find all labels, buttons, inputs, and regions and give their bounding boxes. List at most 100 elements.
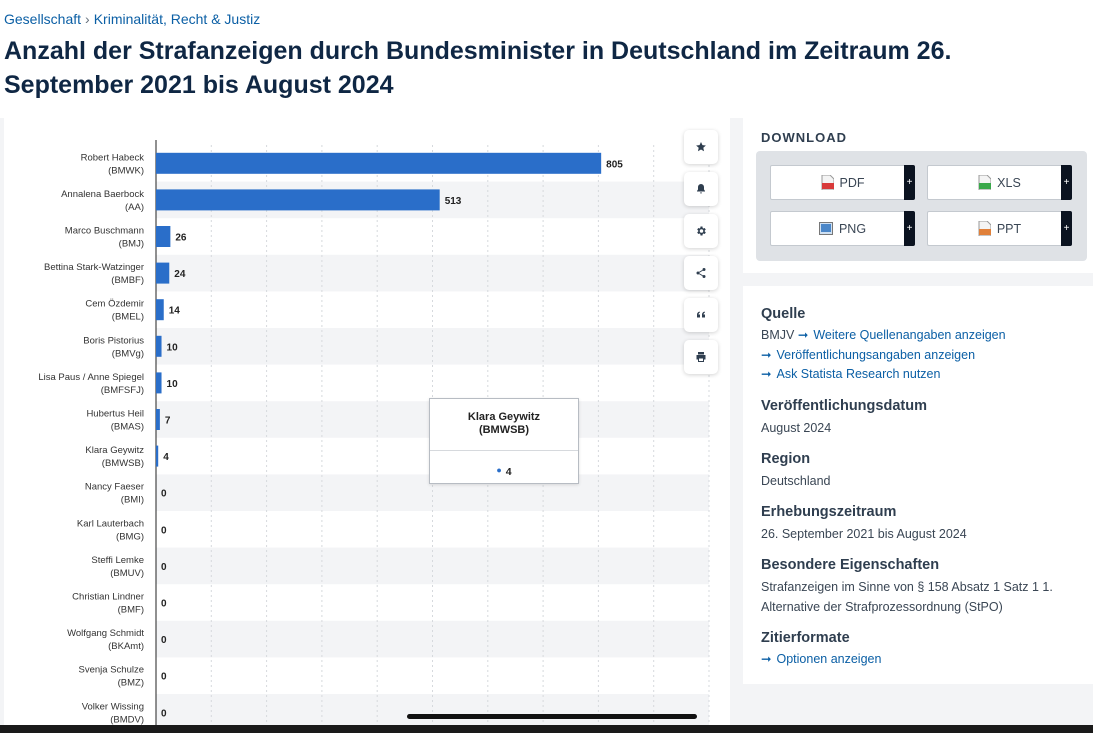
category-label: Svenja Schulze (BMZ) bbox=[79, 665, 144, 689]
category-label: Lisa Paus / Anne Spiegel (BMFSFJ) bbox=[38, 372, 144, 396]
arrow-right-icon: ➞ bbox=[761, 651, 772, 666]
data-label: 7 bbox=[165, 416, 171, 427]
download-pdf-button[interactable]: PDF + bbox=[770, 165, 915, 200]
page-title: Anzahl der Strafanzeigen durch Bundesmin… bbox=[4, 37, 952, 99]
arrow-right-icon: ➞ bbox=[761, 347, 772, 362]
bar[interactable] bbox=[156, 445, 159, 467]
data-label: 0 bbox=[161, 708, 167, 719]
data-label: 513 bbox=[445, 196, 462, 207]
category-label: Marco Buschmann (BMJ) bbox=[65, 226, 144, 250]
data-label: 0 bbox=[161, 672, 167, 683]
tooltip-value: 4 bbox=[505, 466, 512, 478]
category-label-name: Nancy Faeser bbox=[85, 482, 144, 493]
cite-button[interactable] bbox=[684, 298, 718, 332]
publication-details-link[interactable]: Veröffentlichungsangaben anzeigen bbox=[776, 347, 976, 362]
quote-icon bbox=[697, 311, 705, 318]
chart-tooltip: Klara Geywitz (BMWSB) ● 4 bbox=[429, 398, 579, 484]
png-file-icon bbox=[818, 222, 833, 235]
category-label-name: Lisa Paus / Anne Spiegel bbox=[38, 372, 144, 383]
category-label-ministry: (BMDV) bbox=[110, 714, 144, 725]
notification-button[interactable] bbox=[684, 172, 718, 206]
download-xls-button[interactable]: XLS + bbox=[927, 165, 1072, 200]
category-label: Steffi Lemke (BMUV) bbox=[91, 555, 144, 579]
category-label: Karl Lauterbach (BMG) bbox=[77, 518, 144, 542]
period-heading: Erhebungszeitraum bbox=[761, 503, 897, 520]
category-label-ministry: (BMBF) bbox=[111, 275, 144, 286]
bar[interactable] bbox=[156, 189, 440, 211]
bar[interactable] bbox=[156, 335, 162, 357]
category-label-ministry: (BMG) bbox=[116, 531, 144, 542]
data-label: 805 bbox=[606, 159, 623, 170]
category-label: Bettina Stark-Watzinger (BMBF) bbox=[44, 262, 144, 286]
plus-icon[interactable]: + bbox=[1061, 165, 1072, 200]
category-label-name: Marco Buschmann bbox=[65, 226, 144, 237]
download-png-button[interactable]: PNG + bbox=[770, 211, 915, 246]
header-background bbox=[0, 0, 1093, 118]
horizontal-scrollbar[interactable] bbox=[407, 714, 697, 719]
statistic-details-panel: Quelle BMJV ➞ Weitere Quellenangaben anze… bbox=[743, 286, 1093, 684]
breadcrumb: Gesellschaft › Kriminalität, Recht & Justi… bbox=[4, 11, 260, 27]
pubdate-heading: Veröffentlichungsdatum bbox=[761, 397, 927, 414]
category-label-ministry: (BMWSB) bbox=[102, 458, 144, 469]
cite-options-link[interactable]: Optionen anzeigen bbox=[776, 651, 882, 666]
plus-icon[interactable]: + bbox=[904, 211, 915, 246]
bar[interactable] bbox=[156, 262, 170, 284]
source-details-link[interactable]: Weitere Quellenangaben anzeigen bbox=[813, 328, 1006, 342]
favorite-button[interactable] bbox=[684, 130, 718, 164]
breadcrumb-item-kriminalitaet[interactable]: Kriminalität, Recht & Justiz bbox=[93, 11, 261, 27]
bar[interactable] bbox=[156, 409, 160, 430]
download-ppt-button[interactable]: PPT + bbox=[927, 211, 1072, 246]
category-label: Cem Özdemir (BMEL) bbox=[85, 299, 144, 323]
pubdate-value: August 2024 bbox=[761, 420, 832, 435]
category-label-ministry: (BMUV) bbox=[110, 568, 144, 579]
ask-research-link[interactable]: Ask Statista Research nutzen bbox=[776, 367, 941, 381]
category-label-name: Hubertus Heil bbox=[86, 409, 144, 420]
data-label: 24 bbox=[174, 269, 186, 280]
category-label: Klara Geywitz (BMWSB) bbox=[85, 445, 144, 469]
category-label-name: Boris Pistorius bbox=[83, 335, 144, 346]
cite-heading: Zitierformate bbox=[761, 629, 850, 646]
bar[interactable] bbox=[156, 299, 164, 321]
arrow-right-icon: ➞ bbox=[761, 367, 772, 381]
category-label: Robert Habeck (BMWK) bbox=[81, 152, 145, 176]
download-ppt-label: PPT bbox=[996, 221, 1022, 236]
print-button[interactable] bbox=[684, 340, 718, 374]
category-label-ministry: (BMFSFJ) bbox=[101, 385, 144, 396]
category-label: Nancy Faeser (BMI) bbox=[85, 482, 144, 506]
pdf-file-icon bbox=[821, 175, 834, 190]
bar[interactable] bbox=[156, 152, 602, 174]
breadcrumb-item-gesellschaft[interactable]: Gesellschaft bbox=[4, 11, 82, 27]
category-label: Wolfgang Schmidt (BKAmt) bbox=[67, 628, 144, 652]
bar-chart: 805 513 26 24 14 10 10 7 4 0 0 0 0 0 0 0 Robert Habeck (… bbox=[38, 140, 710, 733]
download-xls-label: XLS bbox=[997, 175, 1021, 190]
tooltip-title-name: Klara Geywitz bbox=[467, 411, 541, 423]
chart-toolbar bbox=[684, 130, 720, 382]
data-label: 26 bbox=[175, 233, 187, 244]
share-button[interactable] bbox=[684, 256, 718, 290]
plus-icon[interactable]: + bbox=[904, 165, 915, 200]
data-label: 10 bbox=[167, 379, 179, 390]
data-label: 10 bbox=[167, 342, 179, 353]
source-name: BMJV bbox=[761, 328, 795, 342]
category-label-ministry: (BMWK) bbox=[108, 165, 144, 176]
share-icon bbox=[696, 268, 706, 278]
bar[interactable] bbox=[156, 226, 171, 247]
category-label-ministry: (AA) bbox=[125, 202, 144, 213]
category-label-ministry: (BMEL) bbox=[112, 312, 144, 323]
category-label-name: Cem Özdemir bbox=[85, 299, 144, 310]
category-label-name: Bettina Stark-Watzinger bbox=[44, 262, 144, 273]
category-label-name: Volker Wissing bbox=[82, 701, 144, 712]
bar[interactable] bbox=[156, 372, 162, 394]
xls-file-icon bbox=[978, 175, 992, 190]
category-label-ministry: (BMI) bbox=[121, 495, 144, 506]
category-label-name: Karl Lauterbach bbox=[77, 518, 144, 529]
category-label-ministry: (BKAmt) bbox=[108, 641, 144, 652]
data-label: 0 bbox=[161, 599, 167, 610]
chart-card: 805 513 26 24 14 10 10 7 4 0 0 0 0 0 0 0 Robert Habeck (… bbox=[4, 118, 730, 733]
settings-button[interactable] bbox=[684, 214, 718, 248]
arrow-right-icon: ➞ bbox=[797, 328, 809, 342]
plus-icon[interactable]: + bbox=[1061, 211, 1072, 246]
download-png-label: PNG bbox=[838, 221, 867, 236]
category-label: Volker Wissing (BMDV) bbox=[82, 701, 144, 725]
category-label-ministry: (BMZ) bbox=[118, 678, 144, 689]
